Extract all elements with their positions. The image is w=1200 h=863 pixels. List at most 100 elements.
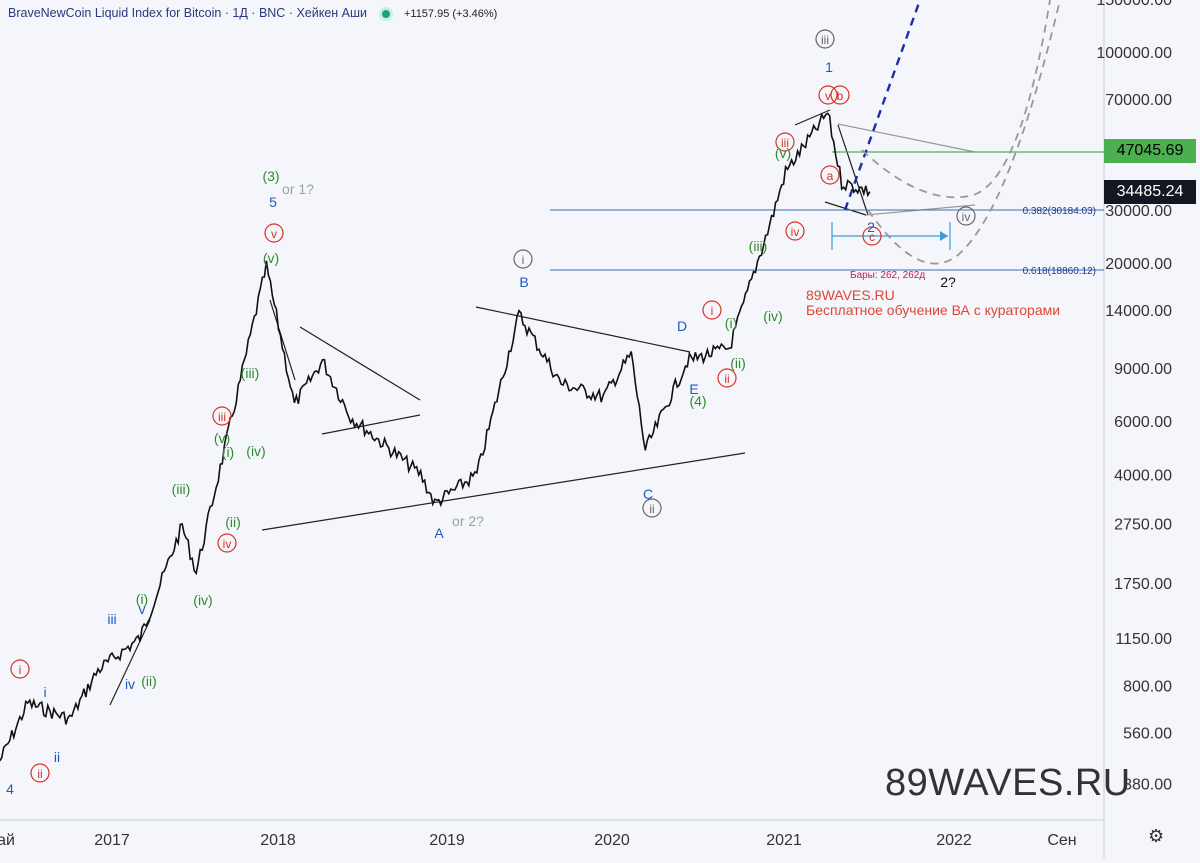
price-label-target: 47045.69 [1104, 138, 1196, 163]
wave-label-text: (v) [263, 250, 279, 266]
wave-label-text: (i) [136, 591, 148, 607]
wave-label: c [862, 226, 882, 246]
wave-label-text: (ii) [141, 673, 157, 689]
wave-label: A [434, 525, 444, 541]
wave-label-text: or 2? [452, 513, 484, 529]
wave-label-text: v [271, 227, 277, 241]
y-tick-label: 560.00 [1123, 725, 1172, 742]
wave-label: ii [642, 498, 662, 518]
wave-label-ring [642, 498, 662, 518]
wave-label-text: (iv) [246, 443, 265, 459]
y-tick-label: 1750.00 [1114, 576, 1172, 593]
wave-label-text: (4) [689, 393, 706, 409]
wave-label: C [643, 486, 653, 502]
x-tick-label: 2018 [260, 832, 296, 849]
wave-label-text: C [643, 486, 653, 502]
wave-label: (3) [262, 168, 279, 184]
y-tick-label: 1150.00 [1115, 631, 1172, 648]
wave-label: 1 [825, 59, 833, 75]
wave-label-text: b [837, 89, 844, 103]
time-axis[interactable]: ай 2017 2018 2019 2020 2021 2022 Сен [0, 832, 1077, 849]
projection-curve [867, 0, 1061, 265]
wave-label-ring [820, 165, 840, 185]
wave-label-text: 2? [940, 274, 956, 290]
wave-label-text: i [711, 304, 714, 318]
wave-label: iv [125, 676, 135, 692]
range-arrowhead [940, 231, 948, 241]
price-line [0, 112, 871, 762]
wave-label: (i) [222, 444, 234, 460]
wave-label-text: 1 [825, 59, 833, 75]
wave-label-ring [717, 368, 737, 388]
wave-label-text: E [689, 381, 698, 397]
wave-label-text: iv [125, 676, 135, 692]
gear-icon[interactable]: ⚙ [1148, 826, 1165, 846]
wave-label: 5 [269, 194, 277, 210]
price-label-target-text: 47045.69 [1116, 141, 1184, 159]
wave-label: or 1? [282, 181, 314, 197]
y-tick-label: 20000.00 [1105, 256, 1172, 273]
watermark: 89WAVES.RU [885, 762, 1131, 804]
y-tick-label: 2750.00 [1114, 517, 1172, 534]
wave-label: (iv) [193, 592, 212, 608]
wave-label-text: (ii) [225, 514, 241, 530]
fib-level-label: 0.618(18860.12) [1023, 266, 1096, 277]
wave-label-text: v [825, 89, 831, 103]
price-axis[interactable]: 150000.00 100000.00 70000.00 30000.00 20000.… [1096, 0, 1172, 793]
wave-label-text: v [139, 601, 146, 617]
wave-label-ring [818, 85, 838, 105]
wave-label-text: i [522, 253, 525, 267]
trend-line [109, 619, 151, 706]
price-label-last: 34485.24 [1104, 179, 1196, 204]
wave-label-text: (v) [775, 145, 791, 161]
wave-label-text: A [434, 525, 444, 541]
wave-label-text: ii [54, 749, 60, 765]
wave-label: i [10, 659, 30, 679]
y-tick-label: 4000.00 [1114, 467, 1172, 484]
y-tick-label: 30000.00 [1105, 203, 1172, 220]
wave-label: (iii) [172, 481, 191, 497]
promo-site[interactable]: 89WAVES.RU [806, 287, 895, 303]
wave-label-text: ii [649, 502, 654, 516]
trend-line [475, 306, 691, 353]
y-tick-label: 100000.00 [1096, 45, 1172, 62]
wave-label: (v) [263, 250, 279, 266]
wave-label: v [264, 223, 284, 243]
wave-label: iv [785, 221, 805, 241]
wave-label-text: (iv) [763, 308, 782, 324]
wave-label: (i) [725, 315, 737, 331]
symbol-title[interactable]: BraveNewCoin Liquid Index for Bitcoin · … [8, 6, 367, 20]
wave-label: (iii) [749, 238, 768, 254]
trend-line [261, 452, 746, 531]
wave-label: iii [775, 132, 795, 152]
wave-label: (i) [136, 591, 148, 607]
wave-label-text: iii [218, 410, 226, 424]
wave-label-text: iv [962, 210, 971, 224]
wave-label-text: (3) [262, 168, 279, 184]
trend-line [837, 124, 869, 216]
wave-label: E [689, 381, 698, 397]
y-tick-label: 14000.00 [1105, 303, 1172, 320]
wave-label-ring [30, 763, 50, 783]
wave-label: i [513, 249, 533, 269]
wave-label-ring [785, 221, 805, 241]
trend-line [843, 0, 922, 211]
wave-label: b [830, 85, 850, 105]
wave-label-text: (iii) [241, 365, 260, 381]
wave-label-text: iv [791, 225, 800, 239]
wave-label-text: iii [821, 33, 829, 47]
x-tick-label: 2019 [429, 832, 465, 849]
wave-label: (ii) [225, 514, 241, 530]
wave-label: ii [54, 749, 60, 765]
wave-label-text: 4 [6, 781, 14, 797]
wave-label: (v) [214, 430, 230, 446]
wave-label: or 2? [452, 513, 484, 529]
plot-area [0, 0, 1104, 820]
wave-label: iv [956, 206, 976, 226]
wave-label-ring [513, 249, 533, 269]
wave-label-text: i [19, 663, 22, 677]
wave-label-text: iii [781, 136, 789, 150]
wave-label: (iv) [763, 308, 782, 324]
wave-label: i [43, 684, 46, 700]
